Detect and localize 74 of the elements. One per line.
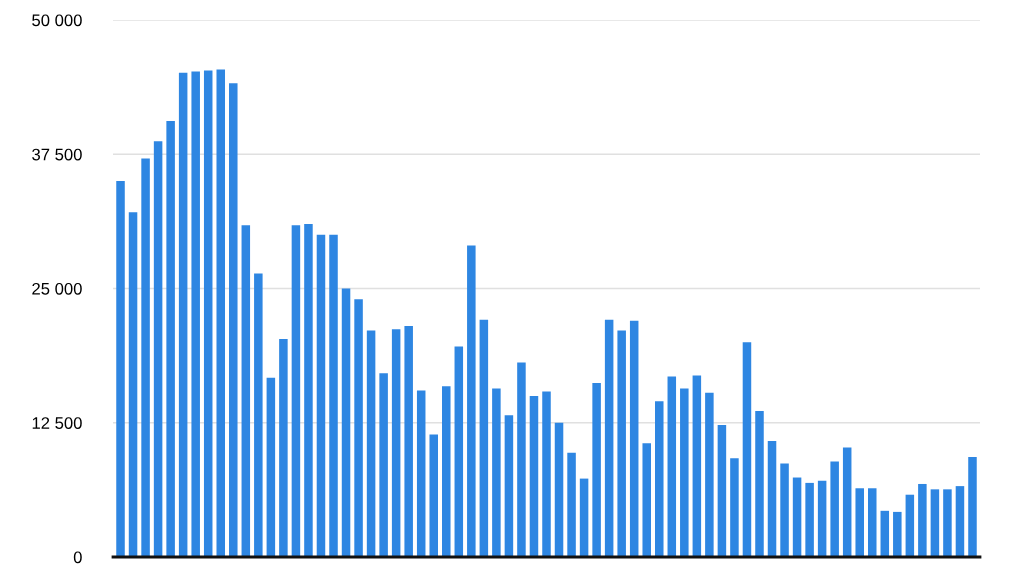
bar	[542, 391, 551, 557]
bar	[492, 388, 501, 557]
bar	[266, 377, 276, 557]
y-tick-label: 37 500	[32, 148, 82, 161]
y-tick-label: 25 000	[32, 282, 82, 295]
bar	[805, 482, 814, 557]
bar	[617, 330, 626, 557]
bar	[730, 458, 739, 557]
bar	[780, 463, 789, 557]
bar	[943, 489, 952, 557]
bar	[141, 158, 150, 557]
bar	[579, 478, 589, 557]
bar	[855, 488, 864, 557]
bar	[391, 329, 401, 557]
bar	[153, 141, 163, 557]
bar	[755, 410, 764, 557]
bar	[680, 388, 689, 557]
bar	[880, 510, 890, 557]
bar	[254, 273, 263, 557]
bar	[918, 483, 927, 557]
bar	[905, 494, 915, 557]
bar	[203, 70, 213, 557]
bar	[229, 83, 238, 557]
bar	[717, 424, 727, 557]
y-tick-label: 50 000	[32, 14, 82, 27]
bar	[629, 320, 639, 557]
bar	[454, 346, 464, 557]
bar	[216, 69, 226, 557]
bar	[592, 383, 601, 557]
bar	[504, 415, 514, 557]
bar	[479, 319, 489, 557]
bar	[655, 401, 664, 557]
bar	[329, 234, 338, 557]
bar	[442, 386, 451, 557]
bar	[304, 224, 313, 557]
bar	[930, 489, 940, 557]
bar	[642, 443, 651, 557]
bar	[316, 234, 326, 557]
bar	[705, 392, 714, 557]
bar	[567, 452, 576, 557]
bar	[379, 373, 388, 557]
bar	[279, 338, 288, 557]
bar	[467, 245, 476, 557]
bar	[554, 422, 564, 557]
bar	[241, 225, 251, 557]
bar	[291, 225, 301, 557]
bar	[354, 299, 363, 557]
bar	[968, 457, 977, 557]
y-tick-label: 0	[73, 551, 82, 564]
bar	[429, 434, 438, 557]
bar	[191, 71, 200, 557]
bar	[604, 319, 614, 557]
bar	[416, 390, 426, 557]
bar	[529, 395, 539, 557]
bar	[404, 326, 413, 557]
y-tick-label: 12 500	[32, 417, 82, 429]
bar	[955, 486, 965, 557]
bar	[128, 212, 138, 557]
bar	[366, 330, 376, 557]
bar	[116, 181, 125, 557]
bar	[767, 441, 777, 557]
bar	[341, 288, 351, 557]
bar	[692, 375, 702, 557]
bar	[792, 477, 802, 557]
bar	[893, 511, 902, 557]
bar	[842, 447, 852, 557]
bar	[166, 120, 175, 557]
bar	[830, 461, 839, 557]
bar	[817, 480, 827, 557]
bar	[742, 342, 752, 557]
bar	[178, 72, 188, 557]
bar	[517, 362, 526, 557]
bar	[867, 488, 877, 557]
bar	[667, 376, 677, 557]
